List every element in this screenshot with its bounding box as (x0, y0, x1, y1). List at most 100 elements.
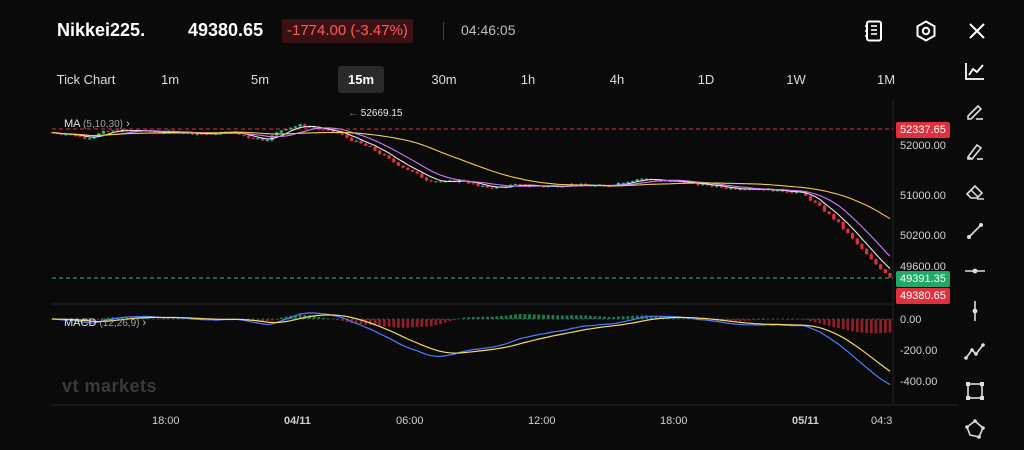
macd-histogram-bar (523, 314, 527, 319)
candle-body (242, 134, 246, 136)
horizontal-line-icon[interactable] (962, 258, 988, 284)
candle-body (83, 136, 87, 139)
candle-body (298, 124, 302, 127)
watermark-logo: vt markets (62, 376, 158, 396)
macd-histogram-bar (490, 316, 494, 319)
macd-histogram-bar (495, 316, 499, 319)
macd-histogram-bar (434, 319, 438, 326)
macd-histogram-bar (167, 319, 171, 320)
macd-histogram-bar (256, 319, 260, 322)
high-price-marker: ← 52669.15 (348, 108, 403, 119)
time-axis-label: 06:00 (396, 415, 424, 427)
candle-body (630, 181, 635, 183)
macd-histogram-bar (855, 319, 859, 332)
candle-body (822, 205, 827, 212)
tab-1m[interactable]: 1m (160, 72, 180, 87)
candle-body (705, 184, 710, 186)
ma-label-text: MA (64, 118, 80, 130)
polygon-icon[interactable] (962, 416, 988, 442)
candle-body (251, 137, 255, 139)
tab-1h[interactable]: 1h (520, 72, 536, 87)
macd-params: (12,26,9) (99, 318, 140, 329)
line-chart-icon[interactable] (962, 58, 988, 84)
ma-params: (5,10,30) (82, 119, 123, 130)
macd-histogram-bar (354, 319, 358, 324)
macd-histogram-bar (275, 318, 279, 320)
time-axis-label: 04:3 (871, 415, 893, 427)
candle-body (710, 184, 714, 187)
macd-histogram-bar (738, 319, 742, 322)
candle-body (396, 162, 401, 166)
header: Nikkei225. 49380.65 -1774.00 (-3.47%) 04… (0, 0, 1024, 62)
macd-histogram-bar (813, 319, 817, 323)
trend-line-icon[interactable] (962, 218, 988, 244)
ma-indicator-label[interactable]: MA (5,10,30) › (64, 118, 130, 130)
tab-30m[interactable]: 30m (431, 72, 457, 87)
chart-canvas[interactable] (0, 100, 958, 450)
price-chart[interactable]: vt markets MA (5,10,30) › MACD (12,26,9)… (0, 100, 958, 450)
candle-body (382, 154, 386, 156)
tab-1w[interactable]: 1W (786, 72, 806, 87)
vertical-line-icon[interactable] (962, 298, 988, 324)
brush-pencil-icon[interactable] (962, 138, 988, 164)
tab-5m[interactable]: 5m (250, 72, 270, 87)
close-icon[interactable] (964, 18, 990, 44)
settings-hex-icon[interactable] (913, 18, 939, 44)
tab-tick-chart[interactable]: Tick Chart (56, 72, 116, 87)
macd-histogram-bar (556, 315, 560, 319)
ask-price-tag: 49380.65 (896, 288, 950, 304)
tab-1d[interactable]: 1D (697, 72, 715, 87)
macd-histogram-bar (691, 319, 695, 320)
eraser-icon[interactable] (962, 178, 988, 204)
candle-body (855, 238, 859, 245)
tab-1m-month[interactable]: 1M (876, 72, 896, 87)
candle-body (195, 133, 199, 135)
macd-indicator-label[interactable]: MACD (12,26,9) › (64, 317, 146, 329)
macd-histogram-bar (579, 315, 583, 319)
macd-histogram-bar (392, 319, 396, 328)
candle-body (724, 187, 728, 189)
symbol-name: Nikkei225. (57, 20, 146, 40)
macd-histogram-bar (92, 319, 96, 321)
tab-15m[interactable]: 15m (338, 66, 384, 93)
candle-body (644, 178, 649, 180)
tab-4h[interactable]: 4h (609, 72, 625, 87)
candle-body (270, 135, 274, 141)
notebook-icon[interactable] (861, 18, 887, 44)
candle-body (495, 186, 499, 189)
candle-body (293, 126, 298, 128)
time-axis-label: 04/11 (284, 415, 311, 427)
polyline-icon[interactable] (962, 338, 988, 364)
candle-body (415, 171, 419, 174)
macd-histogram-bar (317, 317, 321, 319)
macd-histogram-bar (752, 319, 756, 321)
macd-histogram-bar (766, 319, 770, 320)
time-axis-label: 05/11 (792, 415, 819, 427)
macd-histogram-bar (186, 319, 190, 320)
candle-body (345, 134, 349, 138)
macd-axis-label: -400.00 (900, 376, 938, 388)
candle-body (200, 133, 204, 135)
candle-body (373, 146, 377, 151)
rectangle-icon[interactable] (962, 378, 988, 404)
chevron-right-icon: › (126, 118, 130, 130)
macd-histogram-bar (279, 317, 283, 319)
candle-body (265, 140, 269, 142)
pencil-icon[interactable] (962, 98, 988, 124)
macd-lines (51, 312, 891, 386)
macd-histogram-bar (153, 318, 157, 320)
candle-body (443, 181, 447, 183)
macd-histogram-bar (631, 315, 634, 319)
candle-body (424, 177, 429, 181)
candle-body (654, 179, 658, 181)
candle-body (879, 264, 883, 270)
candle-body (307, 126, 312, 128)
macd-histogram-bar (504, 315, 508, 319)
macd-histogram-bar (687, 319, 691, 320)
candle-body (326, 129, 330, 131)
candle-body (719, 185, 724, 188)
candle-body (883, 269, 887, 274)
macd-histogram-bar (261, 319, 265, 322)
macd-histogram-bar (743, 319, 747, 321)
candle-body (513, 184, 518, 186)
